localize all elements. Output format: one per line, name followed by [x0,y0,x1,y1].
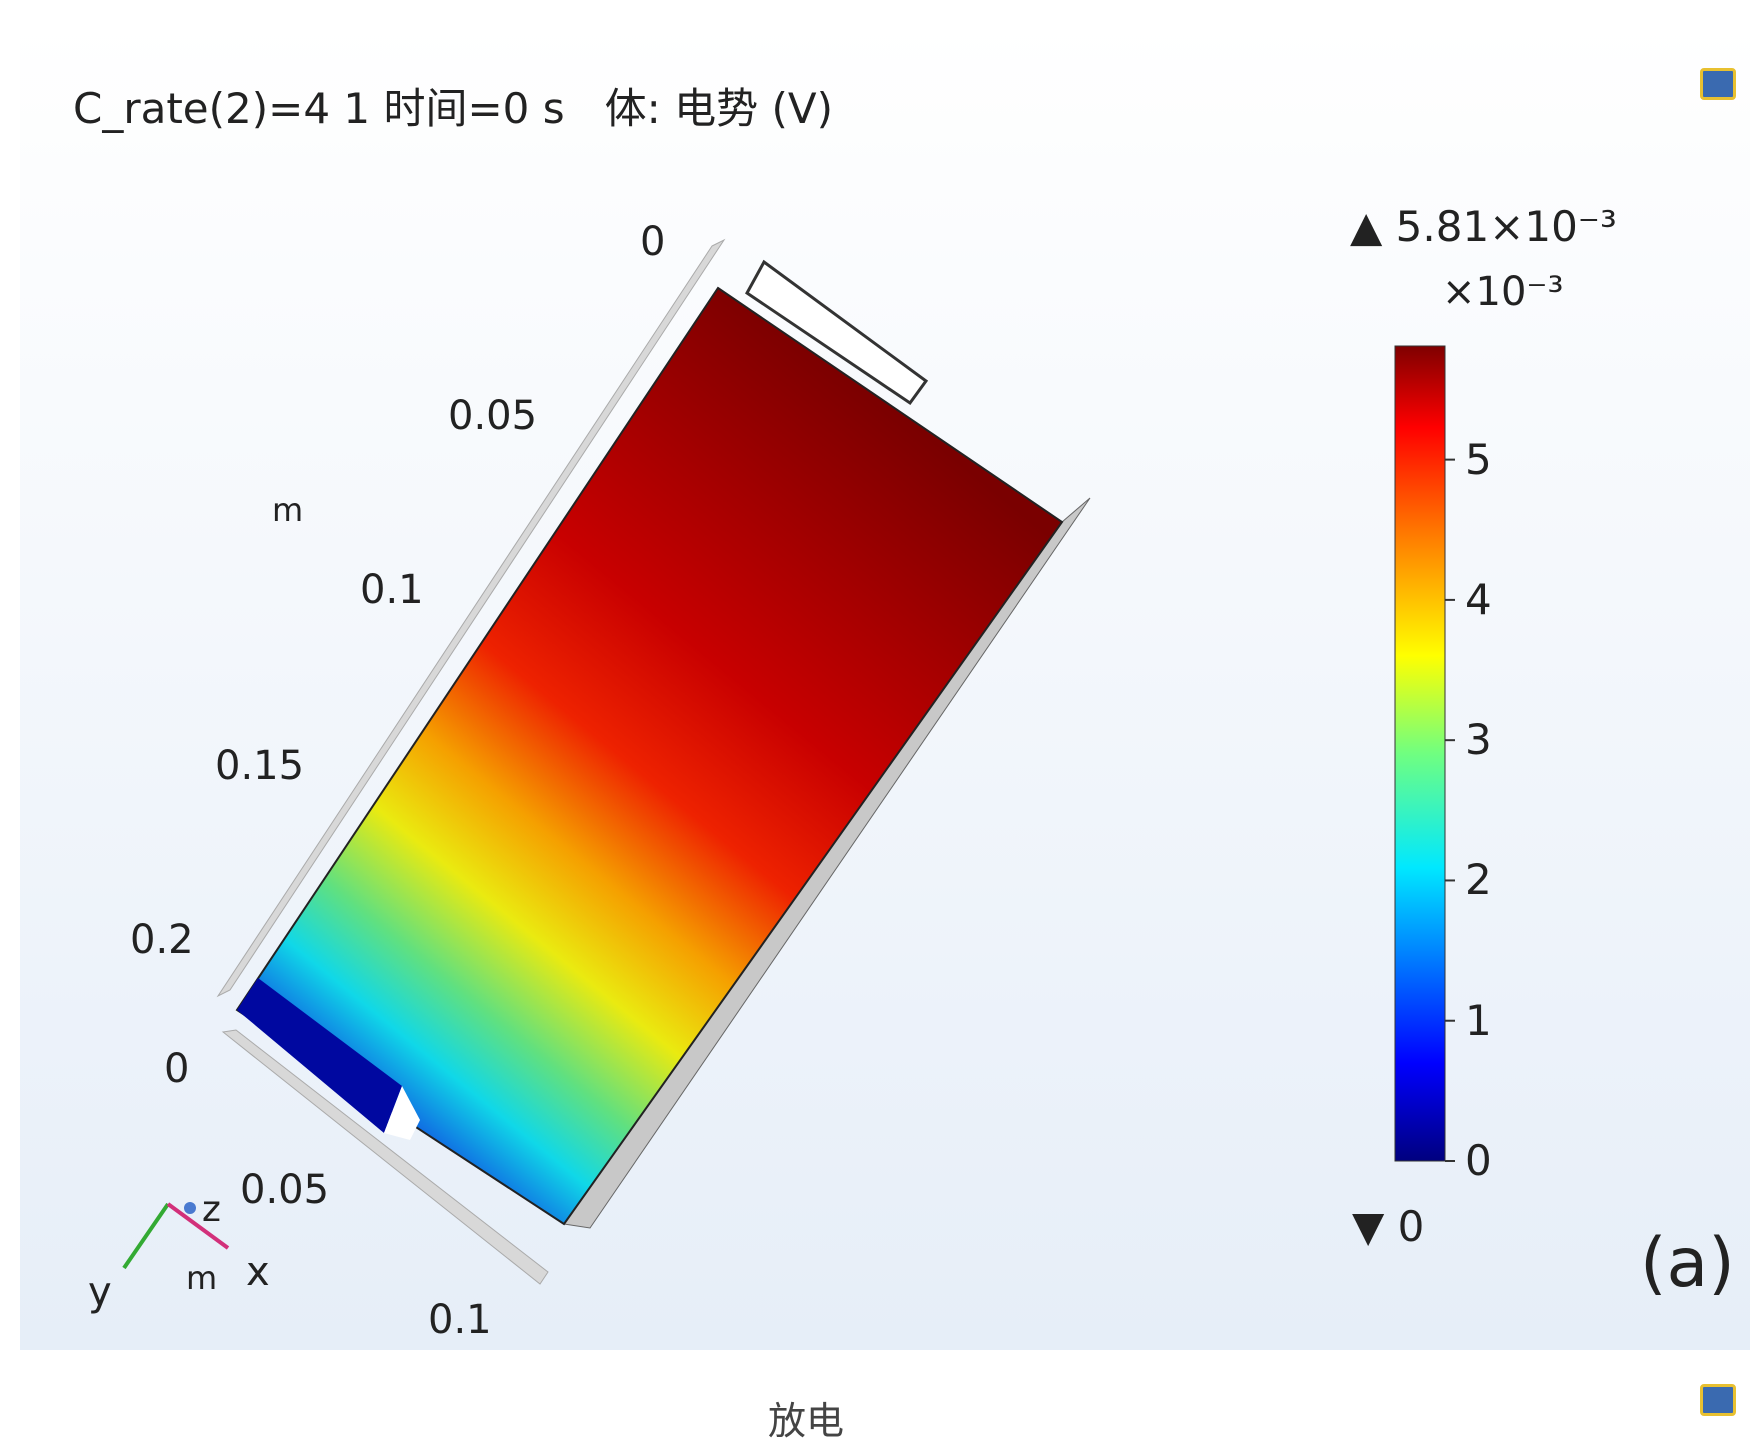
triad-unit: m [186,1259,218,1297]
colorbar-max: ▲ 5.81×10⁻³ [1350,202,1617,251]
colorbar-tick-label: 0 [1465,1136,1492,1185]
colorbar-tick-label: 3 [1465,715,1492,765]
axis-unit: m [272,491,304,529]
axis-label: 0 [640,219,666,265]
window-icon[interactable] [1700,1384,1736,1416]
tab-title[interactable]: 放电 [768,1399,845,1443]
panel-label: (a) [1640,1224,1735,1303]
axis-label: 0.05 [448,393,538,439]
axis-label: 0.1 [428,1297,492,1343]
plot-title: C_rate(2)=4 1 时间=0 s 体: 电势 (V) [73,84,834,133]
window-icon[interactable] [1700,68,1736,100]
colorbar [1394,345,1446,1162]
triad-x: x [246,1249,270,1295]
triad-z: z [202,1189,221,1230]
colorbar-tick-label: 2 [1465,855,1492,905]
colorbar-tick-label: 1 [1465,995,1492,1045]
axis-triad [122,1202,230,1270]
colorbar-scale: ×10⁻³ [1442,269,1564,315]
axis-label: 0.15 [215,743,305,789]
axis-label: 0.05 [240,1167,330,1213]
geometry [216,238,1091,1285]
colorbar-min: ▼ 0 [1352,1202,1425,1251]
colorbar-tick-label: 4 [1465,574,1492,624]
axis-label: 0.1 [360,567,424,613]
triad-y: y [88,1269,112,1315]
axis-label: 0 [164,1046,190,1092]
colorbar-tick-label: 5 [1465,434,1492,484]
axis-label: 0.2 [130,917,194,963]
